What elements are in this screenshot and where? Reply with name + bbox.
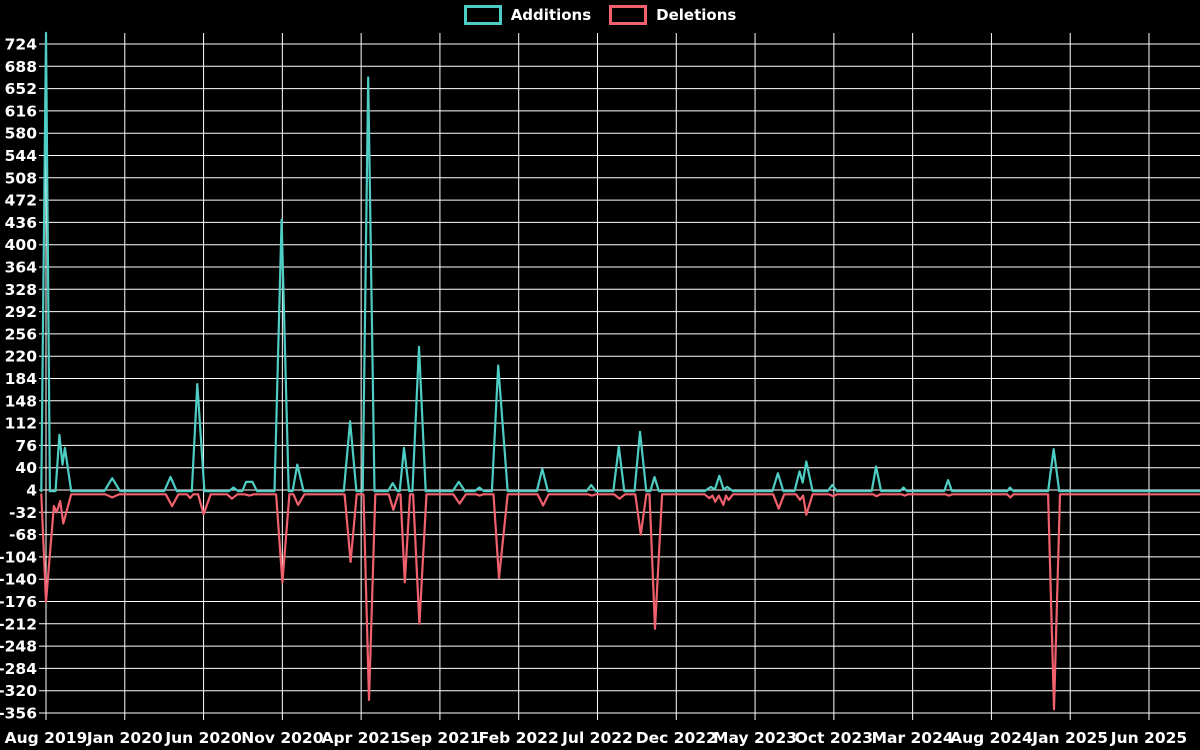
- svg-text:Sep 2021: Sep 2021: [399, 729, 480, 747]
- svg-text:652: 652: [5, 80, 37, 98]
- svg-text:184: 184: [5, 370, 38, 388]
- svg-text:Apr 2021: Apr 2021: [321, 729, 400, 747]
- svg-text:Feb 2022: Feb 2022: [479, 729, 559, 747]
- legend-label-additions: Additions: [510, 6, 592, 24]
- deletions-line: [40, 493, 1200, 711]
- svg-text:Mar 2024: Mar 2024: [872, 729, 954, 747]
- svg-text:436: 436: [5, 214, 37, 232]
- svg-text:328: 328: [5, 281, 37, 299]
- svg-text:-212: -212: [0, 615, 37, 633]
- svg-text:220: 220: [5, 348, 38, 366]
- additions-swatch-icon: [463, 5, 502, 25]
- svg-text:Oct 2023: Oct 2023: [795, 729, 873, 747]
- svg-text:724: 724: [5, 36, 38, 54]
- svg-text:400: 400: [5, 236, 38, 254]
- svg-text:Jun 2025: Jun 2025: [1110, 729, 1187, 747]
- deletions-swatch-icon: [609, 5, 648, 25]
- svg-text:508: 508: [5, 169, 37, 187]
- svg-text:40: 40: [15, 459, 37, 477]
- svg-text:-356: -356: [0, 705, 37, 723]
- svg-text:292: 292: [5, 303, 37, 321]
- svg-text:688: 688: [5, 58, 37, 76]
- svg-text:4: 4: [26, 482, 37, 500]
- svg-text:Aug 2024: Aug 2024: [950, 729, 1033, 747]
- svg-text:256: 256: [5, 325, 37, 343]
- svg-text:580: 580: [5, 125, 38, 143]
- grid-lines: [39, 33, 1200, 720]
- svg-text:Jul 2022: Jul 2022: [561, 729, 633, 747]
- svg-text:Jun 2020: Jun 2020: [164, 729, 242, 747]
- legend-label-deletions: Deletions: [656, 6, 737, 24]
- svg-text:-284: -284: [0, 660, 37, 678]
- svg-text:Jan 2025: Jan 2025: [1031, 729, 1108, 747]
- svg-text:Aug 2019: Aug 2019: [5, 729, 88, 747]
- svg-text:472: 472: [5, 192, 37, 210]
- svg-text:-176: -176: [0, 593, 37, 611]
- svg-text:May 2023: May 2023: [713, 729, 797, 747]
- chart-legend: Additions Deletions: [0, 5, 1200, 25]
- svg-text:Jan 2020: Jan 2020: [86, 729, 163, 747]
- svg-text:544: 544: [5, 147, 38, 165]
- additions-line: [40, 31, 1200, 493]
- svg-text:-248: -248: [0, 638, 37, 656]
- svg-text:616: 616: [5, 102, 37, 120]
- y-axis-labels: 724 688 652 616 580 544 508 472 436 400 364 328 292 2…: [0, 36, 37, 723]
- svg-text:-32: -32: [9, 504, 37, 522]
- svg-text:148: 148: [5, 392, 37, 410]
- svg-text:112: 112: [5, 415, 37, 433]
- svg-text:-68: -68: [9, 526, 37, 544]
- legend-item-additions: Additions: [463, 5, 592, 25]
- svg-text:Nov 2020: Nov 2020: [241, 729, 323, 747]
- svg-text:-104: -104: [0, 548, 37, 566]
- svg-text:364: 364: [5, 259, 38, 277]
- legend-item-deletions: Deletions: [609, 5, 736, 25]
- svg-text:-320: -320: [0, 682, 37, 700]
- svg-text:-140: -140: [0, 571, 37, 589]
- svg-text:76: 76: [15, 437, 37, 455]
- svg-text:Dec 2022: Dec 2022: [636, 729, 717, 747]
